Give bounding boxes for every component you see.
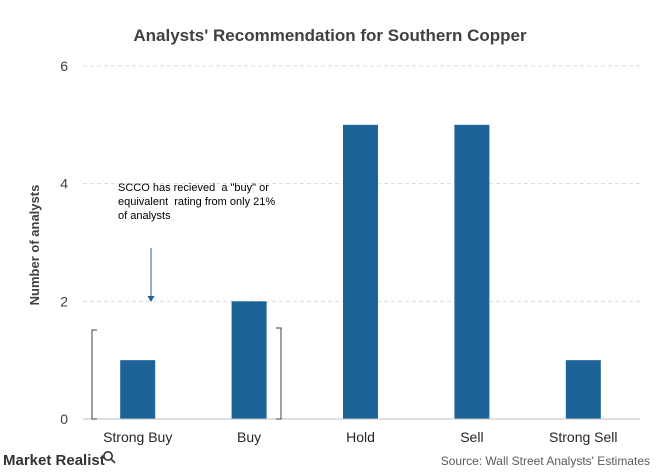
chart-title: Analysts' Recommendation for Southern Co… xyxy=(133,26,527,45)
y-tick-label: 0 xyxy=(60,411,68,427)
x-tick-labels: Strong Buy Buy Hold Sell Strong Sell xyxy=(103,429,617,445)
buy-bracket xyxy=(91,327,282,420)
x-tick-label: Strong Buy xyxy=(103,429,172,445)
bar-strong-sell xyxy=(565,360,601,419)
bar-strong-buy xyxy=(120,360,156,419)
y-tick-label: 6 xyxy=(60,58,68,74)
annotation-line: of analysts xyxy=(118,210,171,222)
x-tick-label: Strong Sell xyxy=(549,429,617,445)
bar-sell xyxy=(454,124,490,419)
brand-name: Market Realist xyxy=(3,452,105,469)
y-axis-label: Number of analysts xyxy=(27,185,42,306)
bracket-left xyxy=(91,329,97,420)
y-tick-labels: 0 2 4 6 xyxy=(60,58,68,427)
bars xyxy=(120,124,601,419)
annotation-line: equivalent rating from only 21% xyxy=(118,196,275,208)
annotation-text: SCCO has recieved a "buy" or equivalent … xyxy=(118,182,278,222)
magnifier-icon xyxy=(103,450,116,464)
source-text: Source: Wall Street Analysts' Estimates xyxy=(441,454,650,468)
x-tick-label: Hold xyxy=(346,429,375,445)
bar-buy xyxy=(231,301,267,419)
x-tick-label: Sell xyxy=(460,429,483,445)
y-tick-label: 4 xyxy=(60,176,68,192)
bar-hold xyxy=(343,124,378,419)
annotation-line: SCCO has recieved a "buy" or xyxy=(118,182,269,194)
brand-logo: Market Realist xyxy=(3,450,116,469)
y-tick-label: 2 xyxy=(60,293,68,309)
x-tick-label: Buy xyxy=(237,429,261,445)
bracket-right xyxy=(276,327,282,420)
gridlines xyxy=(83,65,640,302)
annotation-arrow xyxy=(147,248,155,302)
